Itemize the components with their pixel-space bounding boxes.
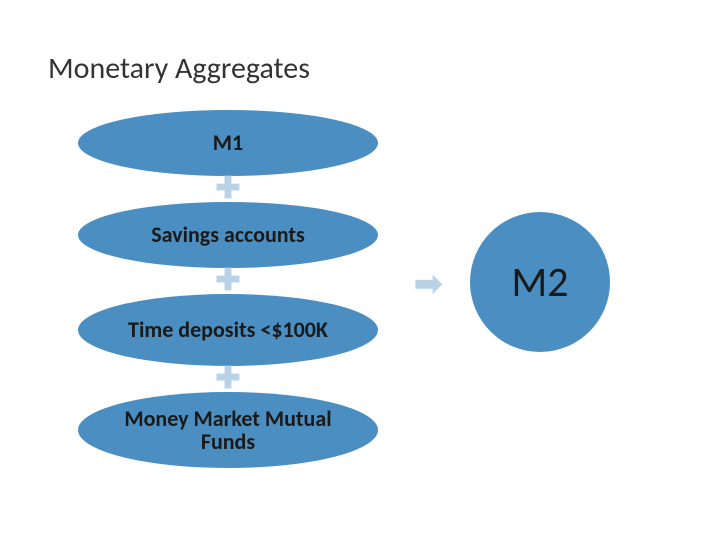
ellipse-label: Savings accounts (151, 223, 305, 246)
ellipse-label: Money Market Mutual Funds (98, 407, 358, 453)
component-stack: M1 ✚ Savings accounts ✚ Time deposits <$… (78, 110, 378, 468)
plus-icon: ✚ (215, 266, 240, 296)
ellipse-m1: M1 (78, 110, 378, 176)
arrow-icon: ➡ (414, 268, 443, 302)
plus-icon: ✚ (215, 364, 240, 394)
result-label: M2 (511, 257, 568, 308)
ellipse-savings: Savings accounts (78, 202, 378, 268)
ellipse-label: Time deposits <$100K (128, 318, 328, 341)
ellipse-label: M1 (213, 131, 243, 154)
ellipse-time-deposits: Time deposits <$100K (78, 294, 378, 366)
result-circle: M2 (470, 212, 610, 352)
page-title: Monetary Aggregates (48, 50, 310, 87)
ellipse-mmmf: Money Market Mutual Funds (78, 392, 378, 468)
plus-icon: ✚ (215, 174, 240, 204)
